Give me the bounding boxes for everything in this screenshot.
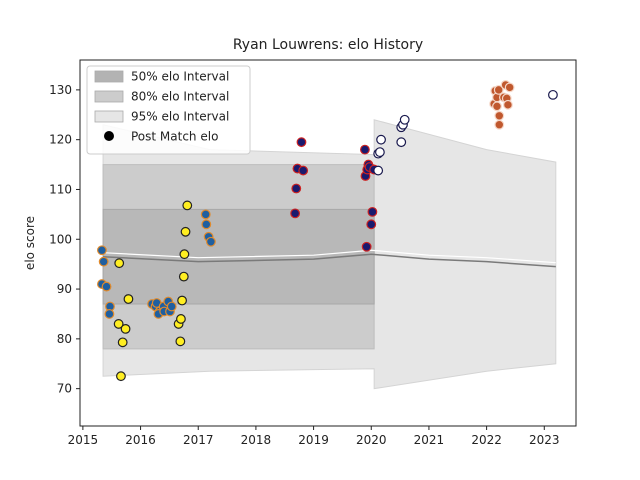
x-tick-label: 2018 xyxy=(241,433,272,447)
elo-point xyxy=(113,319,124,329)
elo-point xyxy=(114,258,125,269)
elo-point xyxy=(116,371,126,382)
elo-point xyxy=(117,337,128,348)
x-tick-label: 2020 xyxy=(356,433,387,447)
y-tick-label: 110 xyxy=(49,182,72,196)
legend-label: 80% elo Interval xyxy=(131,90,229,104)
post-match-elo-points xyxy=(97,79,558,382)
elo-point xyxy=(366,219,377,230)
x-tick-label: 2015 xyxy=(68,433,99,447)
elo-point xyxy=(492,101,502,112)
legend-marker xyxy=(104,131,114,141)
legend-swatch xyxy=(94,90,124,103)
elo-point xyxy=(376,134,386,145)
elo-point xyxy=(494,119,505,130)
x-axis: 2015 2016 2017 2018 2019 2020 2021 2022 2023 xyxy=(68,426,560,447)
y-tick-label: 70 xyxy=(57,382,72,396)
elo-point xyxy=(101,281,112,292)
legend-label: 95% elo Interval xyxy=(131,110,229,124)
elo-point xyxy=(180,226,191,237)
elo-point xyxy=(399,114,410,125)
elo-point xyxy=(361,241,372,252)
elo-point xyxy=(179,249,190,260)
legend-swatch xyxy=(94,110,124,123)
elo-point xyxy=(396,137,407,148)
elo-point xyxy=(373,165,384,176)
legend-box xyxy=(86,65,251,155)
x-tick-label: 2017 xyxy=(183,433,214,447)
y-tick-label: 80 xyxy=(57,332,72,346)
elo-point xyxy=(503,99,513,110)
y-tick-label: 120 xyxy=(49,133,72,147)
y-tick-label: 100 xyxy=(49,232,72,246)
elo-point xyxy=(200,209,211,220)
x-tick-label: 2019 xyxy=(298,433,329,447)
mean-line xyxy=(103,253,556,268)
y-tick-label: 90 xyxy=(57,282,72,296)
elo-point xyxy=(178,271,189,282)
chart-title: Ryan Louwrens: elo History xyxy=(233,37,423,53)
elo-point xyxy=(296,137,307,148)
elo-point xyxy=(104,309,115,319)
x-tick-label: 2016 xyxy=(125,433,156,447)
elo-point xyxy=(367,206,378,217)
legend-label: Post Match elo xyxy=(131,130,218,144)
elo-point xyxy=(290,208,301,219)
elo-point xyxy=(123,294,134,304)
x-tick-label: 2021 xyxy=(414,433,445,447)
legend: 50% elo Interval 80% elo Interval 95% elo … xyxy=(86,65,251,155)
y-axis-title: elo score xyxy=(23,216,37,270)
x-tick-label: 2022 xyxy=(471,433,502,447)
elo-point xyxy=(291,183,302,194)
elo-point xyxy=(201,219,212,230)
elo-point xyxy=(166,301,177,312)
elo-point xyxy=(360,144,370,155)
legend-swatch xyxy=(94,70,124,83)
elo-point xyxy=(97,245,107,256)
mean-line-highlight xyxy=(103,249,556,264)
elo-point xyxy=(177,295,187,306)
elo-point xyxy=(504,82,515,93)
elo-point xyxy=(493,84,504,95)
elo-point xyxy=(375,147,385,158)
elo-point xyxy=(206,236,216,247)
elo-point xyxy=(98,256,109,267)
elo-point xyxy=(120,323,131,334)
elo-point xyxy=(548,89,558,100)
x-tick-label: 2023 xyxy=(529,433,560,447)
elo-point xyxy=(182,200,193,211)
legend-label: 50% elo Interval xyxy=(131,70,229,84)
plot-frame xyxy=(79,59,577,427)
y-axis: 70 80 90 100 110 120 130 xyxy=(49,83,80,396)
elo-point xyxy=(175,336,186,347)
elo-point xyxy=(494,110,505,121)
mean-elo-line xyxy=(103,249,556,268)
elo-point xyxy=(176,314,186,324)
y-tick-label: 130 xyxy=(49,83,72,97)
elo-point xyxy=(298,165,309,176)
